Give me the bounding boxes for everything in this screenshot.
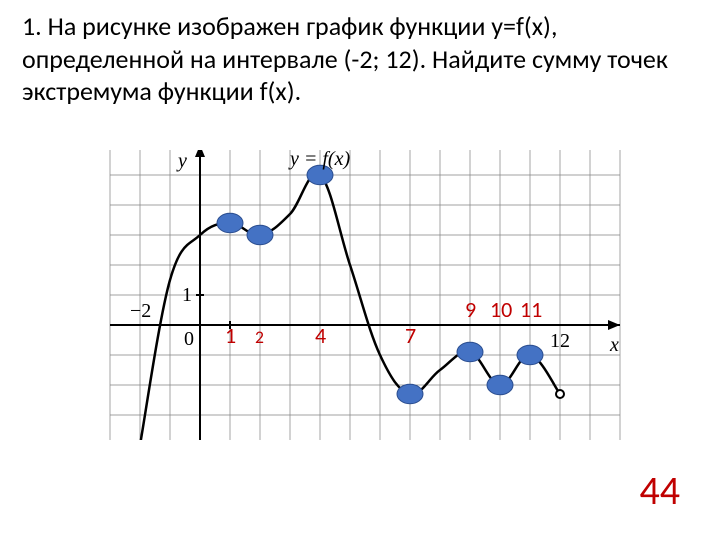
svg-text:1: 1 xyxy=(182,284,192,306)
function-chart: yxy = f(x)−21210124791011 xyxy=(90,150,630,440)
svg-text:y = f(x): y = f(x) xyxy=(288,150,350,170)
svg-text:7: 7 xyxy=(405,322,416,349)
svg-text:y: y xyxy=(176,150,187,172)
answer-value: 44 xyxy=(639,466,680,515)
svg-text:10: 10 xyxy=(490,296,512,323)
svg-text:1: 1 xyxy=(225,322,236,349)
svg-text:2: 2 xyxy=(255,326,264,348)
svg-text:−2: −2 xyxy=(130,300,151,322)
problem-text: 1. На рисунке изображен график функции y… xyxy=(22,10,680,108)
svg-text:4: 4 xyxy=(315,322,326,349)
svg-text:12: 12 xyxy=(550,330,570,352)
svg-text:9: 9 xyxy=(465,296,476,323)
svg-text:0: 0 xyxy=(184,328,194,350)
svg-text:x: x xyxy=(609,334,619,356)
svg-text:11: 11 xyxy=(520,296,542,323)
